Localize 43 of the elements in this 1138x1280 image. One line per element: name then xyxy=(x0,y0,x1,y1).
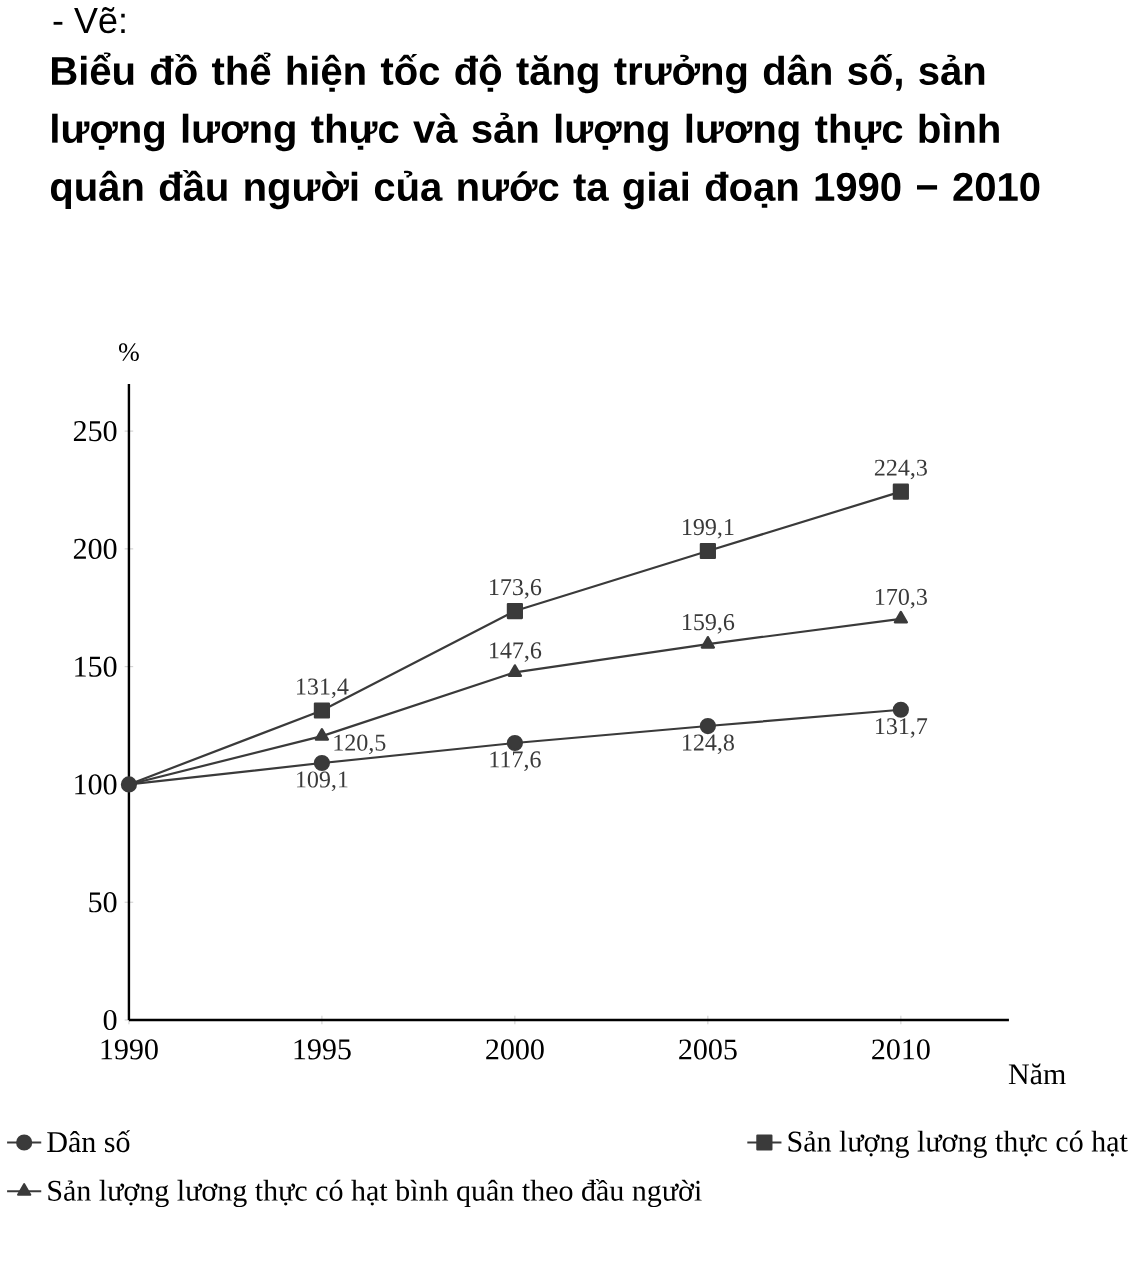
data-label: 117,6 xyxy=(490,751,541,771)
data-label: 159,6 xyxy=(683,614,735,634)
data-label: 109,1 xyxy=(297,771,348,792)
data-label: 131,7 xyxy=(876,718,928,738)
x-tick-label: 1995 xyxy=(294,1039,351,1060)
data-label: 170,3 xyxy=(876,588,928,609)
x-axis-title: Năm xyxy=(1008,1063,1066,1085)
legend-label: Sản lượng lương thực có hạt bình quân theo đầu người xyxy=(48,1178,702,1208)
x-tick-label: 2000 xyxy=(486,1039,544,1060)
legend-label: Dân số xyxy=(47,1130,131,1153)
point xyxy=(700,635,716,649)
point xyxy=(892,483,910,500)
y-tick-label: 150 xyxy=(75,656,117,677)
x-tick-label: 1990 xyxy=(101,1039,158,1060)
data-label: 224,3 xyxy=(875,459,928,480)
y-tick-label: 50 xyxy=(89,892,117,913)
y-tick-label: 250 xyxy=(73,420,117,442)
point xyxy=(892,701,910,718)
point xyxy=(699,542,717,560)
data-label: 131,4 xyxy=(297,678,349,699)
point xyxy=(507,664,523,677)
point xyxy=(893,610,909,624)
point xyxy=(506,734,524,752)
legend-label: Sản lượng lương thực có hạt xyxy=(788,1130,1128,1158)
chart-title: Biểu đồ thể hiện tốc độ tăng trưởng dân số, sản lượng lương thực và sản lượng lương thực bình quân đầu người của nước ta giai đoạn 1990 − 2010 xyxy=(51,52,1040,210)
y-axis-title: % xyxy=(119,343,139,361)
point xyxy=(120,776,138,793)
point xyxy=(313,754,331,772)
data-label: 124,8 xyxy=(683,734,735,755)
data-label: 120,5 xyxy=(334,734,386,755)
point xyxy=(314,728,330,741)
text: - Vẽ: xyxy=(53,7,125,34)
y-tick-label: 0 xyxy=(103,1009,117,1031)
y-tick-label: 100 xyxy=(75,774,117,795)
point xyxy=(699,717,717,735)
data-label: 173,6 xyxy=(490,579,542,599)
point xyxy=(313,702,331,719)
point xyxy=(506,602,524,620)
data-label: 147,6 xyxy=(490,642,542,662)
x-tick-label: 2010 xyxy=(872,1039,930,1060)
data-label: 199,1 xyxy=(683,519,734,539)
x-tick-label: 2005 xyxy=(679,1039,737,1060)
y-tick-label: 200 xyxy=(73,538,117,559)
